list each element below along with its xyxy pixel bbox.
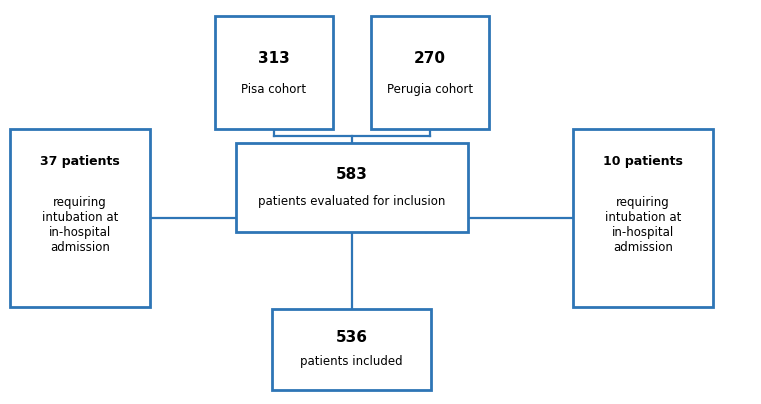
Text: Pisa cohort: Pisa cohort	[241, 83, 307, 96]
Text: 37 patients: 37 patients	[40, 155, 119, 168]
Text: 313: 313	[258, 50, 290, 65]
FancyBboxPatch shape	[371, 16, 489, 129]
Text: 583: 583	[336, 167, 368, 182]
Text: 536: 536	[336, 330, 368, 345]
Text: patients evaluated for inclusion: patients evaluated for inclusion	[258, 195, 445, 208]
Text: requiring
intubation at
in-hospital
admission: requiring intubation at in-hospital admi…	[42, 196, 118, 254]
FancyBboxPatch shape	[272, 309, 431, 390]
Text: 270: 270	[414, 50, 446, 65]
Text: Perugia cohort: Perugia cohort	[387, 83, 473, 96]
Text: 10 patients: 10 patients	[603, 155, 683, 168]
FancyBboxPatch shape	[9, 129, 151, 307]
Text: patients included: patients included	[301, 355, 403, 368]
FancyBboxPatch shape	[215, 16, 333, 129]
FancyBboxPatch shape	[572, 129, 714, 307]
Text: requiring
intubation at
in-hospital
admission: requiring intubation at in-hospital admi…	[605, 196, 681, 254]
FancyBboxPatch shape	[236, 143, 467, 232]
